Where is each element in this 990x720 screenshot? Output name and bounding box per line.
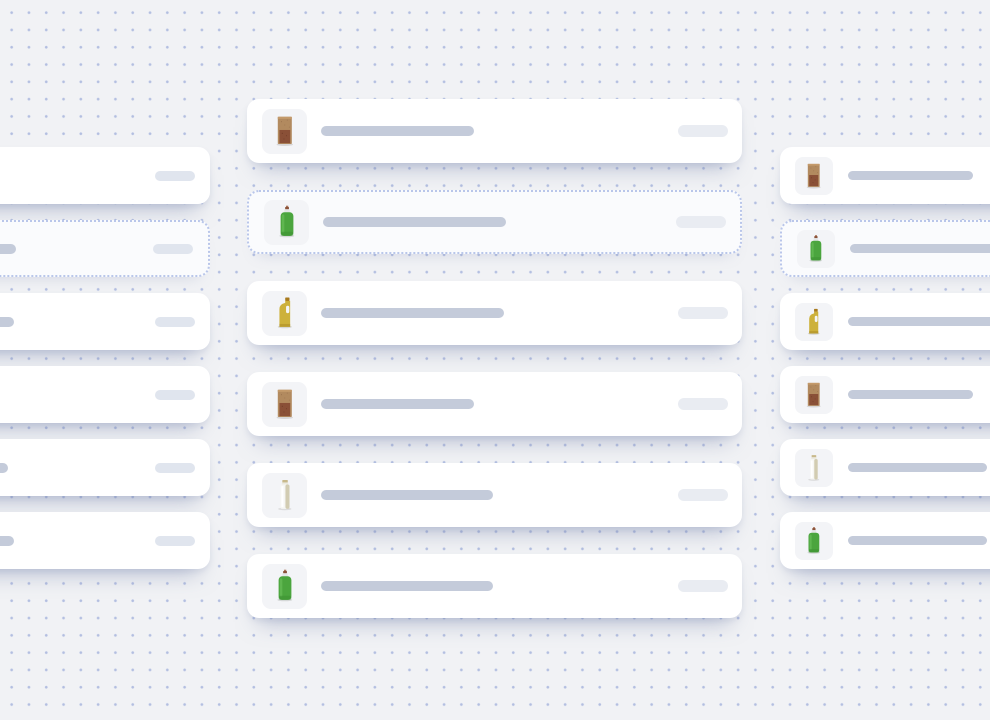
- meta-skeleton-pill: [678, 489, 728, 501]
- product-thumbnail: [795, 448, 833, 487]
- title-skeleton-bar: [321, 581, 493, 591]
- product-card[interactable]: [247, 463, 742, 527]
- title-skeleton-bar: [321, 126, 474, 136]
- product-thumbnail: [262, 381, 307, 427]
- meta-skeleton-pill: [155, 389, 195, 400]
- product-card[interactable]: [247, 281, 742, 345]
- product-card[interactable]: [780, 512, 990, 569]
- meta-skeleton-pill: [153, 243, 193, 254]
- green-bottle-icon: [799, 232, 832, 265]
- green-bottle-icon: [265, 566, 305, 606]
- title-skeleton-bar: [321, 399, 474, 409]
- paper-bag-icon: [265, 384, 305, 424]
- title-skeleton-bar: [848, 171, 973, 180]
- meta-skeleton-pill: [678, 580, 728, 592]
- meta-skeleton-pill: [155, 316, 195, 327]
- paper-bag-icon: [797, 378, 830, 411]
- product-thumbnail: [795, 156, 833, 195]
- title-skeleton-fragment: [0, 535, 14, 546]
- product-thumbnail: [262, 472, 307, 518]
- meta-skeleton-pill: [155, 462, 195, 473]
- drop-placeholder-card[interactable]: [780, 220, 990, 277]
- product-thumbnail: [797, 229, 835, 268]
- product-card[interactable]: [0, 147, 210, 204]
- product-card[interactable]: [780, 439, 990, 496]
- product-thumbnail: [795, 302, 833, 341]
- meta-skeleton-pill: [155, 170, 195, 181]
- meta-skeleton-pill: [678, 398, 728, 410]
- product-card[interactable]: [247, 554, 742, 618]
- green-bottle-icon: [267, 202, 307, 242]
- meta-skeleton-pill: [678, 125, 728, 137]
- title-skeleton-fragment: [0, 462, 8, 473]
- product-thumbnail: [264, 199, 309, 245]
- title-skeleton-bar: [848, 536, 987, 545]
- meta-skeleton-pill: [676, 216, 726, 228]
- product-card[interactable]: [0, 512, 210, 569]
- oil-bottle-icon: [797, 305, 830, 338]
- paper-bag-icon: [797, 159, 830, 192]
- title-skeleton-bar: [323, 217, 506, 227]
- product-thumbnail: [795, 521, 833, 560]
- paper-bag-icon: [265, 111, 305, 151]
- product-card[interactable]: [780, 366, 990, 423]
- product-card[interactable]: [0, 293, 210, 350]
- title-skeleton-fragment: [0, 316, 14, 327]
- title-skeleton-bar: [848, 463, 987, 472]
- title-skeleton-fragment: [0, 243, 16, 254]
- product-card[interactable]: [247, 99, 742, 163]
- milk-bottle-icon: [265, 475, 305, 515]
- product-card[interactable]: [247, 372, 742, 436]
- product-card[interactable]: [0, 366, 210, 423]
- drop-placeholder-card[interactable]: [0, 220, 210, 277]
- title-skeleton-bar: [321, 308, 504, 318]
- title-skeleton-bar: [848, 317, 990, 326]
- product-card[interactable]: [0, 439, 210, 496]
- drop-placeholder-card[interactable]: [247, 190, 742, 254]
- product-card[interactable]: [780, 293, 990, 350]
- milk-bottle-icon: [797, 451, 830, 484]
- product-thumbnail: [262, 108, 307, 154]
- meta-skeleton-pill: [155, 535, 195, 546]
- product-card[interactable]: [780, 147, 990, 204]
- oil-bottle-icon: [265, 293, 305, 333]
- meta-skeleton-pill: [678, 307, 728, 319]
- title-skeleton-bar: [850, 244, 990, 253]
- product-thumbnail: [262, 290, 307, 336]
- product-thumbnail: [795, 375, 833, 414]
- title-skeleton-bar: [848, 390, 973, 399]
- product-thumbnail: [262, 563, 307, 609]
- green-bottle-icon: [797, 524, 830, 557]
- title-skeleton-bar: [321, 490, 493, 500]
